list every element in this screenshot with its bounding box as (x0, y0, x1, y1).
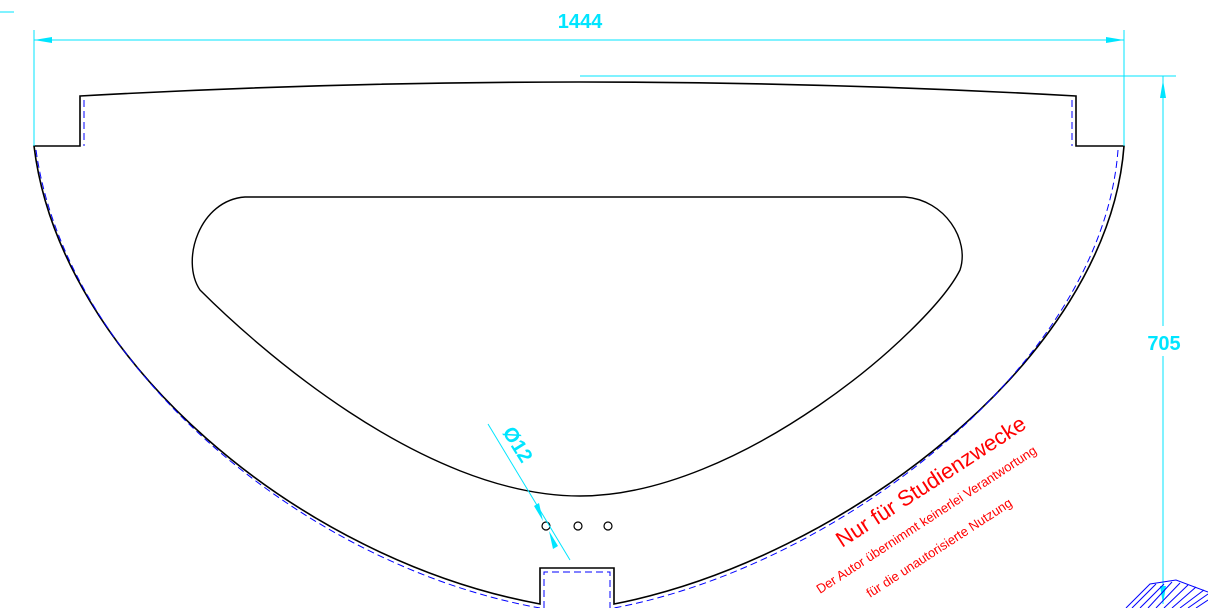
hole-1 (541, 521, 551, 531)
inner-cutout (191, 196, 963, 497)
hatch-fragment (1125, 579, 1208, 609)
hole-diameter-leader: Ø12 (487, 423, 571, 561)
height-arrow-top (1160, 80, 1166, 98)
hole-diameter-label: Ø12 (498, 423, 537, 467)
height-dim-label: 705 (1147, 333, 1180, 355)
width-dimension: 1444 (33, 11, 1125, 146)
hole-leader-arrow-1 (534, 503, 543, 521)
hidden-bottom-notch (543, 571, 611, 608)
watermark: Nur für Studienzwecke Der Autor übernimm… (813, 411, 1039, 601)
watermark-line-1: Nur für Studienzwecke (831, 411, 1030, 553)
height-label-bg (1142, 326, 1186, 356)
hole-3 (603, 521, 613, 531)
hole-leader-line (487, 423, 571, 561)
width-arrow-right (1106, 37, 1124, 43)
width-dim-label: 1444 (558, 11, 603, 33)
width-arrow-left (34, 37, 52, 43)
hole-leader-arrow-2 (549, 531, 558, 549)
hidden-offset-line (35, 149, 541, 609)
hole-2 (573, 521, 583, 531)
hidden-offset-line-right (613, 149, 1119, 609)
